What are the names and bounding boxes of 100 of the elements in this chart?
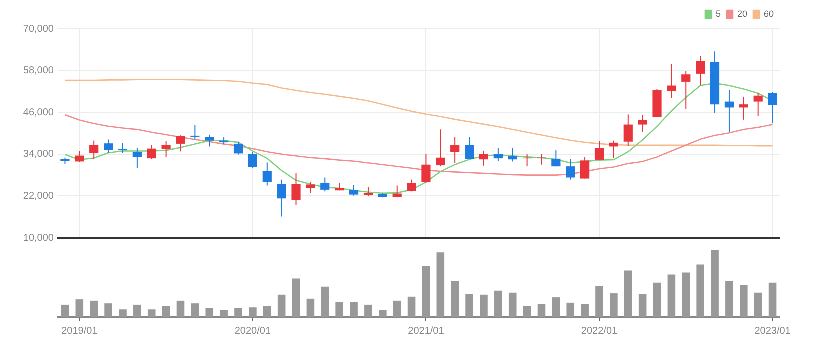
candlestick: [349, 184, 359, 196]
candlestick: [132, 148, 142, 169]
candlestick: [104, 139, 114, 154]
y-tick-label: 46,000: [23, 107, 54, 118]
bar: [119, 310, 127, 317]
bar: [638, 294, 647, 317]
bar: [61, 304, 70, 317]
candlestick: [90, 140, 99, 160]
bar: [740, 286, 748, 317]
candlestick: [508, 148, 518, 162]
bar: [696, 264, 704, 317]
bar: [668, 274, 676, 317]
candlestick: [494, 148, 503, 162]
candlestick: [682, 70, 691, 110]
candlestick: [306, 182, 316, 194]
x-tick-label: 2023/01: [754, 326, 792, 337]
candlestick: [190, 124, 200, 140]
bar: [523, 306, 532, 317]
legend-label: 5: [716, 8, 721, 19]
bar: [596, 286, 604, 317]
candlestick: [422, 154, 431, 184]
legend-label: 60: [764, 8, 774, 19]
bar: [538, 304, 546, 317]
candlestick: [450, 136, 460, 164]
bar: [249, 308, 257, 317]
candlestick: [292, 173, 301, 206]
candlestick: [205, 134, 214, 148]
candlestick: [234, 141, 244, 156]
bar: [191, 304, 200, 317]
bar: [768, 282, 777, 317]
candlestick: [566, 158, 576, 180]
bar: [292, 278, 300, 317]
candlestick: [580, 157, 590, 180]
bar: [726, 281, 734, 317]
bar: [393, 300, 402, 317]
bar: [234, 308, 242, 317]
y-tick-label: 22,000: [23, 190, 54, 202]
bar: [552, 298, 560, 317]
bar: [134, 304, 142, 317]
candlestick: [479, 150, 489, 166]
candlestick: [248, 152, 258, 169]
y-tick-label: 70,000: [23, 24, 54, 35]
bar: [162, 306, 170, 317]
bar: [306, 298, 315, 317]
bar: [336, 302, 344, 317]
candlestick: [768, 92, 778, 124]
candlestick: [147, 144, 156, 160]
candlestick: [118, 142, 128, 154]
x-tick-label: 2020/01: [234, 326, 272, 337]
bar: [494, 290, 502, 317]
candlestick: [464, 136, 474, 160]
bar: [408, 296, 416, 317]
bar: [480, 294, 488, 317]
bar: [508, 292, 517, 317]
candlestick: [754, 92, 763, 117]
candlestick: [739, 96, 748, 120]
bar: [364, 304, 372, 317]
candlestick: [609, 140, 618, 159]
y-tick-label: 58,000: [23, 66, 54, 77]
bar: [379, 310, 387, 317]
candlestick: [436, 129, 446, 168]
bar: [321, 286, 330, 317]
candlestick: [638, 114, 648, 133]
candlestick: [594, 140, 604, 160]
bar: [451, 281, 459, 317]
bar: [350, 302, 358, 317]
candlestick: [696, 56, 706, 86]
bar: [566, 302, 575, 317]
bar: [436, 252, 445, 317]
candlestick: [320, 177, 330, 192]
candlestick: [364, 186, 374, 198]
bar: [466, 294, 474, 317]
bar: [176, 300, 185, 317]
bar: [278, 294, 286, 317]
bar: [610, 294, 618, 317]
candlestick: [667, 64, 676, 99]
bar: [711, 250, 719, 317]
bar: [624, 270, 632, 317]
candlestick: [75, 150, 84, 163]
bar: [263, 306, 272, 317]
bar: [581, 304, 589, 317]
candlestick: [176, 135, 186, 152]
y-tick-label: 34,000: [23, 149, 54, 160]
x-tick-label: 2021/01: [408, 326, 445, 337]
y-tick-label: 10,000: [23, 232, 54, 244]
x-tick-label: 2019/01: [62, 326, 98, 337]
bar: [76, 300, 84, 317]
bar: [148, 310, 156, 317]
candlestick: [162, 141, 171, 158]
bar: [90, 300, 98, 317]
candlestick: [277, 179, 286, 218]
bar: [682, 272, 690, 317]
bar: [220, 310, 228, 317]
candlestick: [724, 90, 734, 133]
legend-label: 20: [737, 8, 748, 19]
bar: [653, 282, 662, 317]
bar: [206, 308, 214, 317]
bar: [754, 292, 762, 317]
candlestick: [552, 150, 561, 168]
candlestick: [262, 162, 272, 186]
